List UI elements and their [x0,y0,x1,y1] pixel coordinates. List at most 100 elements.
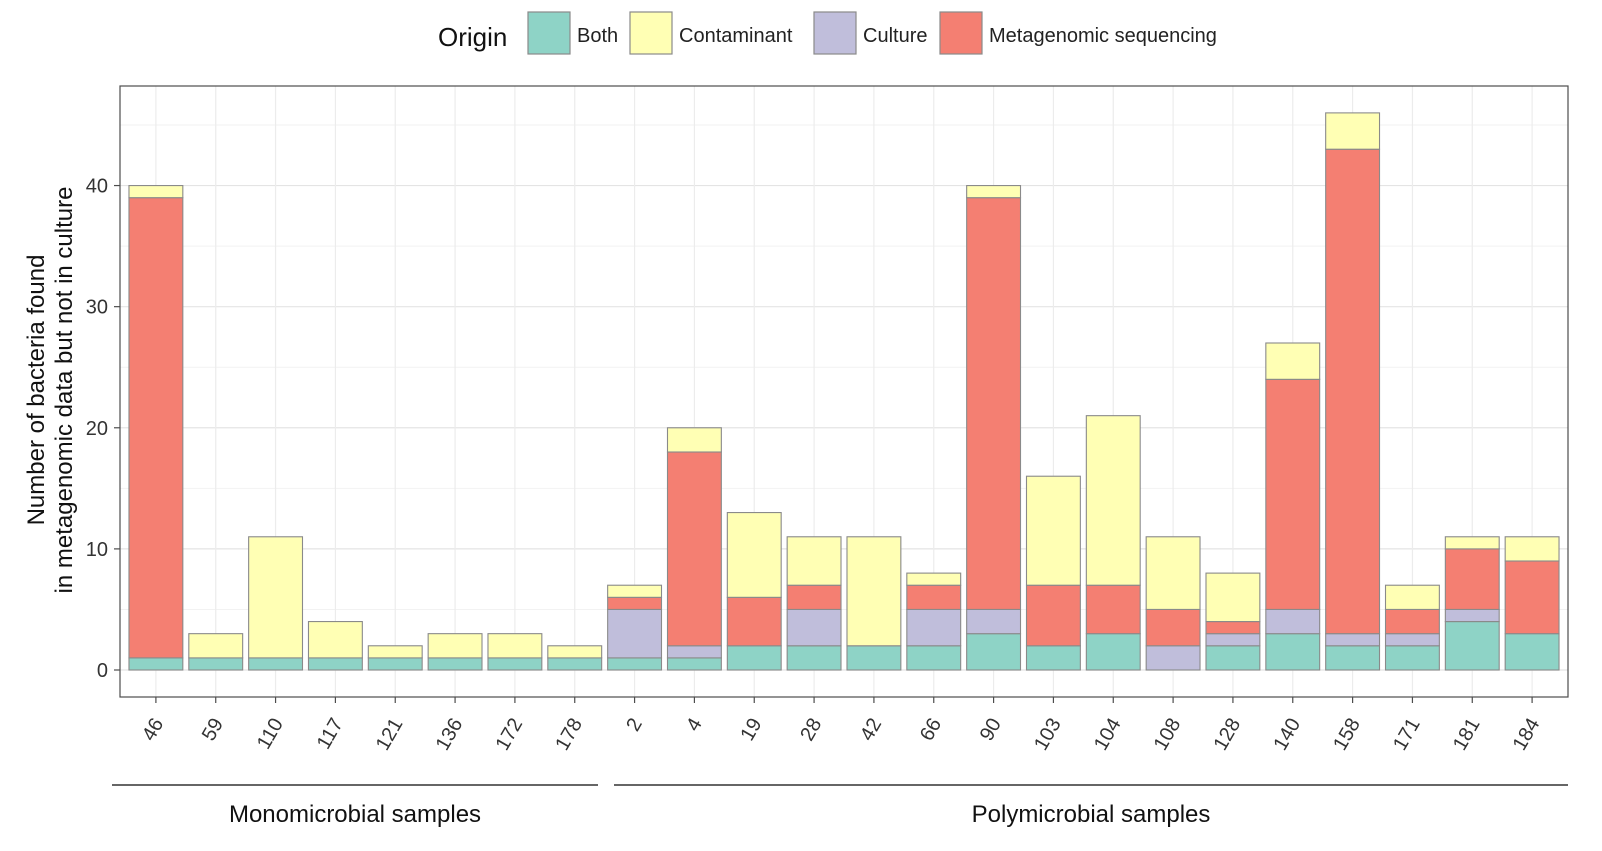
legend-label-both: Both [577,25,618,47]
x-tick-label: 172 [491,715,527,755]
bar-segment-contaminant [1025,475,1081,586]
bar-segment-metagenomic-sequencing [1265,378,1321,610]
x-tick-label: 136 [432,715,468,755]
bar-segment-both [248,657,304,671]
x-tick-label: 178 [551,715,587,755]
bar-segment-both [1504,633,1560,671]
y-axis-title-line: Number of bacteria found [23,255,50,526]
legend-title: Origin [438,22,507,52]
bar-segment-metagenomic-sequencing [128,197,184,659]
bar-segment-metagenomic-sequencing [1205,621,1261,635]
bar-segment-contaminant [666,427,722,453]
legend-key-both [527,11,571,55]
bar-segment-metagenomic-sequencing [1504,560,1560,635]
bar-segment-contaminant [307,621,363,659]
bar-segment-culture [1205,633,1261,647]
bar-segment-both [487,657,543,671]
bar-segment-contaminant [846,536,902,647]
bar-segment-metagenomic-sequencing [1025,584,1081,647]
bar-segment-culture [1265,608,1321,635]
bar-segment-contaminant [1384,584,1440,610]
bar-segment-both [1025,645,1081,671]
bar-segment-contaminant [188,633,244,659]
x-tick-label: 158 [1329,715,1365,755]
bar-segment-metagenomic-sequencing [1444,548,1500,610]
x-tick-label: 2 [622,715,647,736]
bar-segment-contaminant [248,536,304,659]
bar-segment-contaminant [1205,572,1261,623]
x-tick-label: 117 [313,715,348,754]
bar-segment-culture [786,608,842,647]
y-tick-label: 0 [97,660,108,682]
bar-segment-culture [1384,633,1440,647]
bar-segment-culture [607,608,663,659]
bar-segment-contaminant [1265,342,1321,380]
legend-key-metagenomic-sequencing [939,11,983,55]
group-label: Polymicrobial samples [972,801,1211,828]
bar-segment-both [1205,645,1261,671]
bar-segment-contaminant [1145,536,1201,610]
x-tick-label: 128 [1210,715,1246,755]
bar-segment-metagenomic-sequencing [1384,608,1440,635]
bar-segment-contaminant [786,536,842,586]
bar-segment-both [128,657,184,671]
y-tick-label: 30 [86,297,108,319]
bar-segment-culture [666,645,722,659]
y-tick-label: 10 [86,539,108,561]
bar-segment-both [666,657,722,671]
bar-segment-contaminant [487,633,543,659]
bar-segment-both [188,657,244,671]
bar-segment-both [1085,633,1141,671]
bar-segment-metagenomic-sequencing [1085,584,1141,635]
bar-segment-contaminant [1325,112,1381,150]
bar-segment-metagenomic-sequencing [966,197,1022,610]
x-tick-label: 66 [916,715,946,745]
x-tick-label: 103 [1030,715,1066,755]
legend-label-contaminant: Contaminant [679,25,793,47]
y-axis-title-line: in metagenomic data but not in culture [51,187,78,594]
bar-segment-both [1444,621,1500,671]
bar-segment-contaminant [128,185,184,199]
x-tick-label: 42 [856,715,886,745]
bar-segment-both [607,657,663,671]
bar-segment-both [906,645,962,671]
legend-key-contaminant [629,11,673,55]
x-tick-label: 110 [253,715,288,754]
x-tick-label: 121 [372,715,408,755]
bar-segment-culture [1325,633,1381,647]
x-tick-label: 28 [796,715,826,745]
x-tick-label: 104 [1090,715,1126,755]
bar-segment-metagenomic-sequencing [786,584,842,610]
bar-segment-contaminant [966,185,1022,199]
bar-segment-metagenomic-sequencing [1145,608,1201,647]
x-tick-label: 108 [1150,715,1186,755]
bar-segment-contaminant [1504,536,1560,562]
bar-segment-culture [1145,645,1201,671]
y-tick-label: 40 [86,176,108,198]
bar-segment-metagenomic-sequencing [726,596,782,647]
x-tick-label: 140 [1269,715,1305,755]
bar-segment-both [307,657,363,671]
x-tick-label: 171 [1389,715,1425,755]
bar-segment-contaminant [607,584,663,598]
y-axis-title: Number of bacteria foundin metagenomic d… [23,187,78,594]
bar-segment-contaminant [367,645,423,659]
x-tick-label: 184 [1509,715,1545,755]
bar-segment-contaminant [906,572,962,586]
bar-segment-culture [966,608,1022,635]
x-tick-label: 4 [682,715,707,736]
x-tick-label: 19 [736,715,766,745]
bar-segment-both [427,657,483,671]
bar-segment-both [547,657,603,671]
bar-segment-both [966,633,1022,671]
x-tick-label: 59 [198,715,228,745]
bar-segment-contaminant [1085,415,1141,586]
y-tick-label: 20 [86,418,108,440]
legend-label-culture: Culture [863,25,927,47]
bar-segment-culture [906,608,962,647]
bar-segment-metagenomic-sequencing [666,451,722,647]
x-tick-label: 46 [138,715,168,745]
bar-segment-both [846,645,902,671]
